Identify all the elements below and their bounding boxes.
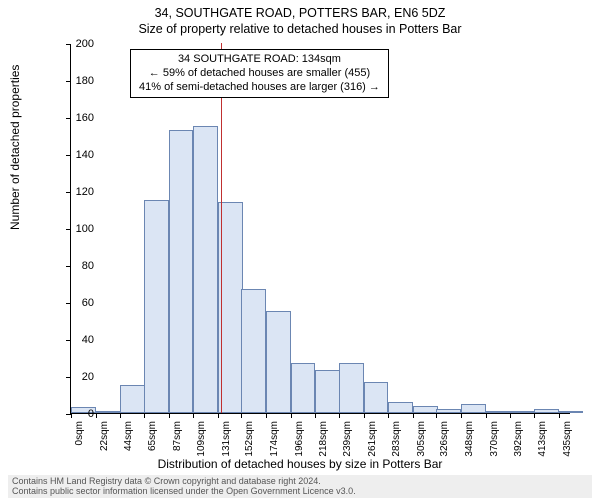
x-tick-mark [339,413,340,418]
chart-title-line2: Size of property relative to detached ho… [0,22,600,36]
x-tick-label: 326sqm [439,421,450,457]
x-tick-label: 413sqm [537,421,548,457]
x-tick-mark [486,413,487,418]
x-tick-mark [291,413,292,418]
annotation-line1: 34 SOUTHGATE ROAD: 134sqm [139,53,380,67]
annotation-line3: 41% of semi-detached houses are larger (… [139,81,380,95]
x-tick-label: 65sqm [147,421,158,451]
annotation-line2: ← 59% of detached houses are smaller (45… [139,67,380,81]
x-tick-mark [241,413,242,418]
histogram-bar [436,409,461,413]
x-tick-mark [120,413,121,418]
y-tick-label: 160 [54,112,94,124]
x-tick-mark [364,413,365,418]
x-tick-mark [169,413,170,418]
y-tick-label: 120 [54,186,94,198]
x-tick-label: 370sqm [489,421,500,457]
y-tick-label: 80 [54,260,94,272]
x-tick-label: 0sqm [74,421,85,445]
y-tick-label: 20 [54,371,94,383]
annotation-box: 34 SOUTHGATE ROAD: 134sqm ← 59% of detac… [130,49,389,98]
x-tick-label: 109sqm [196,421,207,457]
x-tick-mark [436,413,437,418]
x-tick-label: 348sqm [464,421,475,457]
x-tick-label: 87sqm [172,421,183,451]
x-tick-mark [388,413,389,418]
x-tick-label: 196sqm [294,421,305,457]
y-tick-label: 100 [54,223,94,235]
histogram-bar [291,363,316,413]
histogram-bar [193,126,218,413]
x-tick-label: 22sqm [99,421,110,451]
x-tick-label: 239sqm [342,421,353,457]
x-tick-label: 435sqm [562,421,573,457]
x-tick-mark [559,413,560,418]
x-tick-label: 152sqm [244,421,255,457]
footer-line2: Contains public sector information licen… [12,487,588,496]
histogram-bar [559,411,584,413]
x-tick-label: 174sqm [269,421,280,457]
y-tick-label: 0 [54,408,94,420]
x-tick-mark [534,413,535,418]
x-tick-mark [96,413,97,418]
plot-area [70,44,570,414]
x-tick-label: 283sqm [391,421,402,457]
x-tick-mark [413,413,414,418]
histogram-bar [534,409,559,413]
histogram-bar [120,385,145,413]
x-tick-mark [315,413,316,418]
y-tick-label: 60 [54,297,94,309]
histogram-bar [364,382,389,413]
histogram-bar [510,411,535,413]
histogram-bar [315,370,340,413]
x-tick-mark [193,413,194,418]
histogram-bar [413,406,438,413]
reference-line [221,43,222,413]
chart-title-line1: 34, SOUTHGATE ROAD, POTTERS BAR, EN6 5DZ [0,6,600,20]
histogram-bar [388,402,413,413]
histogram-bar [266,311,291,413]
x-tick-mark [461,413,462,418]
y-axis-label: Number of detached properties [8,65,22,230]
x-axis-label: Distribution of detached houses by size … [0,457,600,471]
x-tick-label: 261sqm [367,421,378,457]
histogram-bar [486,411,511,413]
histogram-bar [144,200,169,413]
histogram-bar [339,363,364,413]
y-tick-label: 140 [54,149,94,161]
histogram-bar [96,411,121,413]
histogram-bar [169,130,194,413]
x-tick-label: 44sqm [123,421,134,451]
y-tick-label: 40 [54,334,94,346]
x-tick-mark [266,413,267,418]
y-tick-label: 200 [54,38,94,50]
histogram-bar [461,404,486,413]
x-tick-label: 392sqm [513,421,524,457]
x-tick-label: 131sqm [221,421,232,457]
x-tick-mark [218,413,219,418]
y-tick-label: 180 [54,75,94,87]
x-tick-label: 218sqm [318,421,329,457]
x-tick-mark [144,413,145,418]
x-tick-mark [510,413,511,418]
histogram-bar [241,289,266,413]
title-block: 34, SOUTHGATE ROAD, POTTERS BAR, EN6 5DZ… [0,0,600,36]
footer-attribution: Contains HM Land Registry data © Crown c… [8,475,592,498]
x-tick-label: 305sqm [416,421,427,457]
